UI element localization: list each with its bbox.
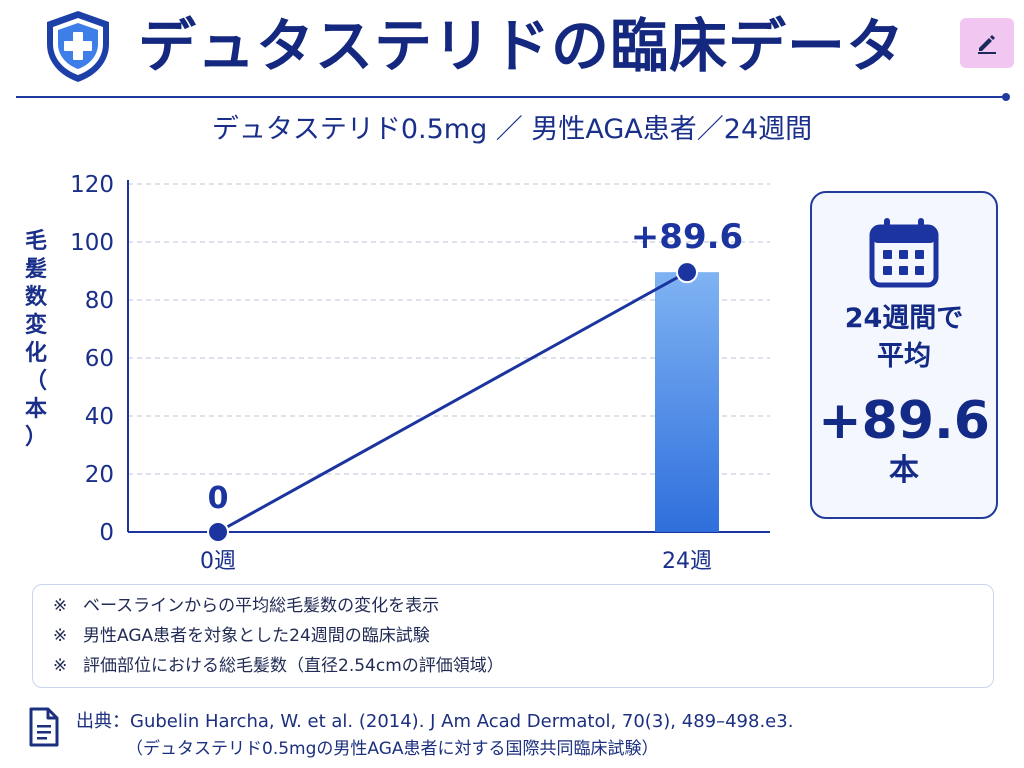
y-tick-label: 80 <box>85 288 114 314</box>
edit-button[interactable] <box>960 18 1014 68</box>
data-point <box>676 261 698 284</box>
y-tick-label: 20 <box>85 462 114 488</box>
y-tick-label: 60 <box>85 346 114 372</box>
summary-value: +89.6 <box>818 391 990 451</box>
y-tick-label: 100 <box>70 230 114 256</box>
note-mark: ※ <box>53 596 68 616</box>
shield-medical-cross-icon <box>47 11 109 82</box>
data-label: +89.6 <box>631 217 743 257</box>
note-item: ※ 評価部位における総毛髪数（直径2.54cmの評価領域） <box>53 653 504 679</box>
note-item: ※ 男性AGA患者を対象とした24週間の臨床試験 <box>53 623 430 649</box>
data-bar <box>655 272 719 532</box>
trend-line <box>217 270 688 534</box>
header-divider <box>16 96 1006 98</box>
summary-unit: 本 <box>889 453 919 488</box>
summary-period: 24週間で <box>844 303 964 334</box>
pencil-icon <box>978 35 996 54</box>
x-tick-label: 0週 <box>200 549 236 574</box>
hair-count-chart: 0 20 40 60 80 100 120 毛髪数変化（本） 0 +89.6 0週 24週 <box>24 172 770 574</box>
note-mark: ※ <box>53 656 68 676</box>
header: デュタステリドの臨床データ <box>0 0 1024 96</box>
y-tick-label: 120 <box>70 172 114 198</box>
page-title: デュタステリドの臨床データ <box>138 12 906 80</box>
notes-box: ※ ベースラインからの平均総毛髪数の変化を表示 ※ 男性AGA患者を対象とした24週… <box>32 584 994 688</box>
citation-source: 出典：Gubelin Harcha, W. et al. (2014). J A… <box>76 711 794 732</box>
citation-note: （デュタステリド0.5mgの男性AGA患者に対する国際共同臨床試験） <box>126 739 659 759</box>
x-tick-label: 24週 <box>662 549 712 574</box>
calendar-icon <box>869 218 939 288</box>
header-divider-end-dot <box>1002 93 1010 101</box>
summary-average-label: 平均 <box>877 341 931 372</box>
subtitle: デュタステリド0.5mg ／ 男性AGA患者／24週間 <box>211 114 813 145</box>
note-text: 男性AGA患者を対象とした24週間の臨床試験 <box>83 626 430 646</box>
y-tick-label: 0 <box>99 520 114 546</box>
y-axis-label: 毛髪数変化（本） <box>24 229 48 450</box>
note-text: 評価部位における総毛髪数（直径2.54cmの評価領域） <box>83 656 504 676</box>
data-point <box>207 521 229 543</box>
note-text: ベースラインからの平均総毛髪数の変化を表示 <box>83 596 440 616</box>
y-tick-label: 40 <box>85 404 114 430</box>
document-icon <box>29 707 59 747</box>
note-item: ※ ベースラインからの平均総毛髪数の変化を表示 <box>53 593 439 619</box>
note-mark: ※ <box>53 626 68 646</box>
data-label: 0 <box>208 481 229 516</box>
summary-card: 24週間で 平均 +89.6 本 <box>810 191 998 519</box>
